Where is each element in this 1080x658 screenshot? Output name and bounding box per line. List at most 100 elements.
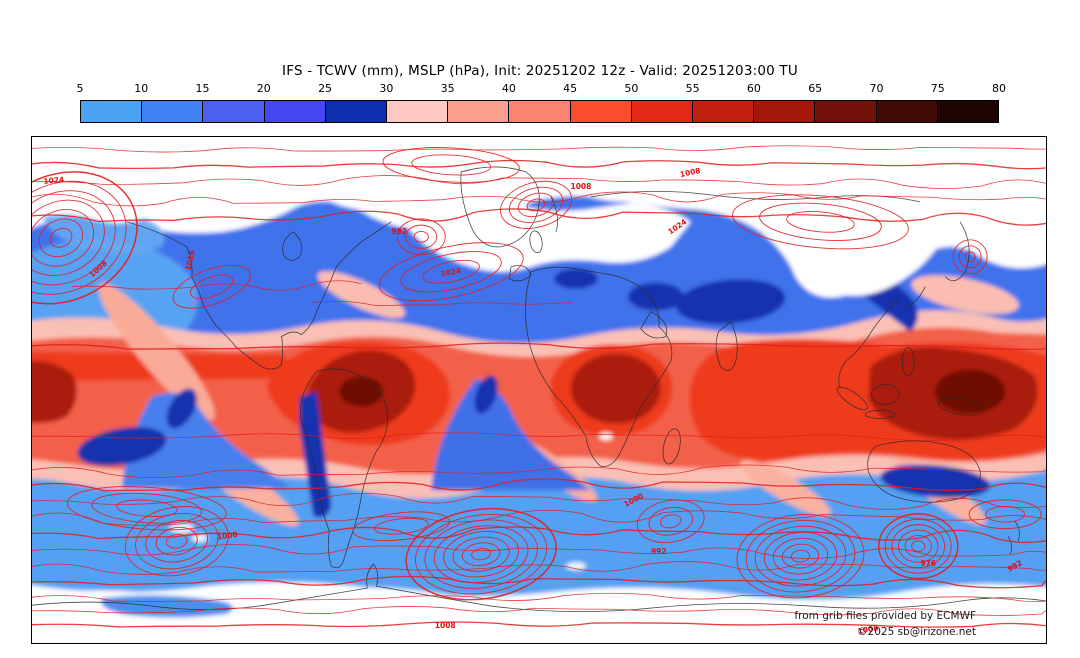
pressure-ring [38, 218, 84, 258]
isobar-label: 1008 [679, 166, 701, 179]
pressure-ring [508, 186, 564, 223]
credit-copyright: ©2025 sb@irizone.net [857, 626, 976, 638]
pressure-ring [499, 180, 573, 229]
pressure-ring [636, 499, 705, 543]
maritime-darkest [935, 369, 1006, 414]
pressure-ring [877, 513, 959, 580]
pressure-ring [32, 209, 95, 267]
pressure-ring [660, 514, 682, 529]
pressure-ring [786, 211, 855, 233]
isobar-label: 1008 [435, 621, 456, 630]
colorbar-tick-label: 15 [195, 82, 210, 95]
pressure-ring [781, 543, 820, 569]
colorbar-tick-label: 10 [134, 82, 149, 95]
isobar-label: 1024 [440, 266, 462, 278]
isobar-label: 1024 [43, 175, 65, 186]
pressure-ring [411, 154, 492, 176]
pressure-ring [904, 534, 932, 558]
isobar-line [32, 145, 1046, 153]
madagascar-streak [740, 460, 831, 517]
pressure-ring [759, 202, 882, 241]
siberia-white-lobe [710, 189, 951, 296]
colorbar-tick-label: 40 [501, 82, 516, 95]
colorbar-tick-label: 20 [256, 82, 271, 95]
colorbar-tick-row: 5 10 15 20 25 30 35 40 45 50 55 60 65 70 75 80 [76, 82, 1007, 97]
colorbar-tick-label: 60 [746, 82, 761, 95]
colorbar-segment-35-40 [448, 101, 510, 122]
sepacific-dry-wedge [121, 392, 292, 489]
pressure-ring [898, 529, 939, 563]
colorbar-segment-60-65 [754, 101, 816, 122]
pressure-ring [452, 536, 510, 572]
colorbar-tick-label: 75 [930, 82, 945, 95]
colorbar-segment-25-30 [325, 101, 388, 122]
colorbar-tick-label: 50 [624, 82, 639, 95]
isobar-label: 992 [391, 227, 407, 236]
chart-title: IFS - TCWV (mm), MSLP (hPa), Init: 20251… [282, 63, 798, 79]
isobar-line [32, 575, 1046, 589]
pressure-ring [378, 242, 524, 302]
isobar-line [32, 509, 1046, 526]
isobar-line [32, 432, 1046, 441]
colorbar-tick-label: 65 [808, 82, 823, 95]
pressure-ring [891, 524, 946, 569]
pressure-ring [443, 530, 520, 578]
pressure-ring [145, 519, 209, 563]
colorbar-segment-30-35 [387, 101, 449, 122]
pressure-ring [790, 549, 810, 563]
isobar-line [32, 592, 1046, 602]
isobar-line [311, 300, 571, 307]
pressure-ring [745, 519, 856, 593]
isobar-label: 1008 [857, 623, 879, 635]
pressure-ring [32, 180, 127, 295]
credit-source: from grib files provided by ECMWF [794, 610, 976, 622]
pressure-ring [382, 147, 520, 183]
pressure-ring [32, 171, 138, 305]
colorbar-segment-15-20 [203, 101, 265, 122]
pressure-ring [66, 486, 227, 531]
pressure-ring [964, 251, 976, 263]
isobar-line [32, 175, 1046, 189]
pressure-ring [648, 506, 694, 536]
pressure-ring [32, 199, 105, 276]
colorbar-tick-label: 5 [76, 82, 84, 95]
pressure-ring [985, 506, 1025, 523]
pressure-ring [415, 513, 548, 595]
colorbar-tick-label: 45 [563, 82, 578, 95]
colorbar-segment-65-70 [815, 101, 877, 122]
isobar-line [32, 544, 1046, 559]
pressure-ring [413, 230, 429, 243]
colorbar-segment-55-60 [693, 101, 755, 122]
colorbar-tick-label: 30 [379, 82, 394, 95]
isobar-line [32, 478, 1046, 492]
colorbar-segment-45-50 [570, 101, 632, 122]
pressure-ring [471, 548, 491, 561]
isobar-line [32, 606, 1046, 616]
pressure-ring [772, 537, 829, 575]
isobar-label: 1008 [571, 182, 592, 191]
mslp-isobars [32, 145, 1046, 628]
isobar-label: 976 [920, 559, 936, 568]
colorbar-tick-label: 55 [685, 82, 700, 95]
colorbar-segment-20-25 [264, 101, 326, 122]
isobar-line [32, 342, 1046, 351]
isobar-line [32, 621, 1046, 628]
japan-pink [911, 275, 1019, 315]
colorbar-tick-label: 25 [318, 82, 333, 95]
pressure-ring [952, 239, 988, 275]
atmospheric-river-nepacific [98, 283, 215, 420]
colorbar-tick-label: 70 [869, 82, 884, 95]
pressure-ring [165, 533, 188, 549]
congo-core [570, 353, 661, 424]
map-frame: 1024 1016 1008 992 1008 1008 1024 1024 1000 1000 9… [31, 136, 1047, 644]
pressure-ring [189, 274, 234, 299]
pressure-ring [884, 518, 952, 574]
colorbar-segment-40-45 [509, 101, 571, 122]
pressure-ring [517, 192, 555, 218]
isobar-line [32, 464, 1046, 479]
pressure-ring [49, 227, 73, 248]
pressure-ring [405, 224, 438, 249]
isobar-line [71, 280, 362, 291]
colorbar-segment-10-15 [142, 101, 204, 122]
amazon-darkest [339, 376, 384, 407]
